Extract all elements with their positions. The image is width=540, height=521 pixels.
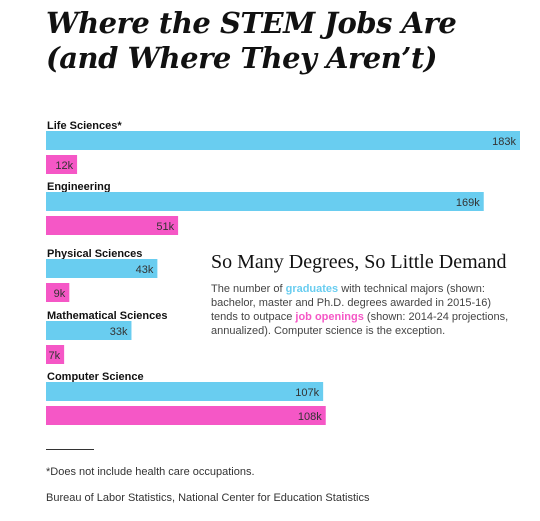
bar-graduates-computer-science: [46, 382, 324, 401]
value-label-graduates-engineering: 169k: [456, 197, 480, 209]
callout-text-1: The number of: [211, 283, 286, 295]
category-label-life-sciences: Life Sciences*: [47, 120, 122, 132]
bar-job-openings-mathematical-sciences: [46, 345, 65, 364]
value-label-graduates-mathematical-sciences: 33k: [110, 326, 128, 338]
callout-body: The number of graduates with technical m…: [211, 282, 511, 338]
headline-line-2: (and Where They Aren’t): [46, 41, 438, 75]
value-label-job-openings-mathematical-sciences: 7k: [49, 350, 61, 362]
category-label-physical-sciences: Physical Sciences: [47, 248, 142, 260]
value-label-job-openings-computer-science: 108k: [298, 411, 322, 423]
category-label-engineering: Engineering: [47, 181, 111, 193]
category-label-computer-science: Computer Science: [47, 371, 144, 383]
headline-line-1: Where the STEM Jobs Are: [46, 6, 457, 40]
footnote: *Does not include health care occupation…: [46, 466, 255, 478]
value-label-graduates-computer-science: 107k: [295, 387, 319, 399]
bar-graduates-engineering: [46, 192, 484, 211]
category-label-mathematical-sciences: Mathematical Sciences: [47, 310, 167, 322]
callout-text-2: with technical majors (shown: bachelor, …: [211, 283, 492, 323]
bar-graduates-life-sciences: [46, 131, 520, 150]
footnote-divider: [46, 449, 94, 450]
bar-chart: Life Sciences* 183k 12k Engineering 169k 51k P…: [46, 120, 520, 425]
headline: Where the STEM Jobs Are (and Where They …: [46, 6, 457, 76]
callout-title: So Many Degrees, So Little Demand: [211, 251, 507, 273]
bar-job-openings-engineering: [46, 216, 179, 235]
value-label-job-openings-life-sciences: 12k: [55, 160, 73, 172]
value-label-job-openings-physical-sciences: 9k: [54, 288, 66, 300]
job-openings-highlight: job openings: [295, 311, 364, 323]
bar-job-openings-physical-sciences: [46, 283, 70, 302]
value-label-job-openings-engineering: 51k: [156, 221, 174, 233]
callout: So Many Degrees, So Little Demand The nu…: [211, 250, 511, 338]
bar-job-openings-computer-science: [46, 406, 326, 425]
value-label-graduates-physical-sciences: 43k: [136, 264, 154, 276]
source-credit: Bureau of Labor Statistics, National Cen…: [46, 492, 370, 504]
bar-job-openings-life-sciences: [46, 155, 78, 174]
graduates-highlight: graduates: [285, 283, 339, 295]
bar-graduates-mathematical-sciences: [46, 321, 132, 340]
bar-graduates-physical-sciences: [46, 259, 158, 278]
callout-text-3: (shown: 2014-24 projections, annualized)…: [211, 311, 509, 337]
value-label-graduates-life-sciences: 183k: [492, 136, 516, 148]
